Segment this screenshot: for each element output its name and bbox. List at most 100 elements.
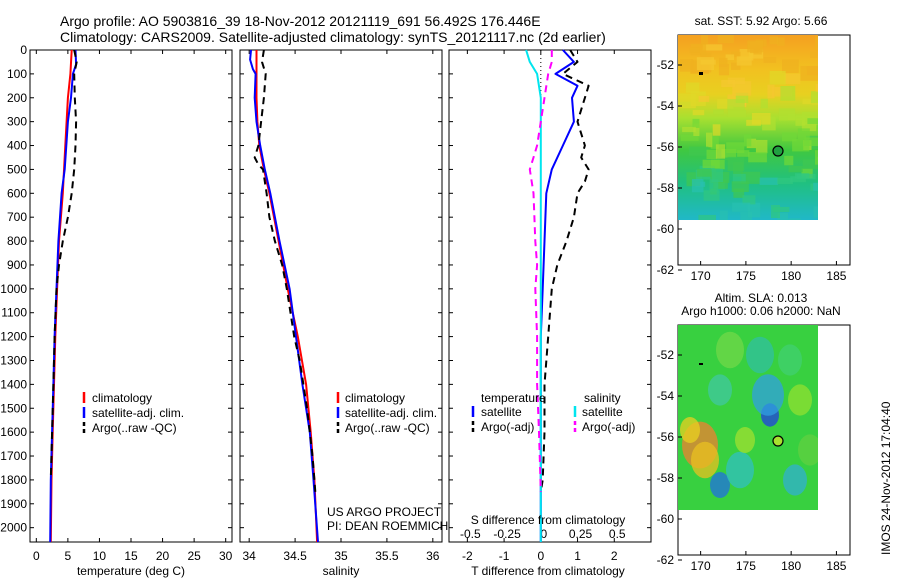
map-y-tick-label: -54 — [657, 389, 675, 403]
sst-cell — [737, 150, 750, 157]
salinity-xlabel: salinity — [323, 564, 360, 578]
sst-cell — [767, 84, 775, 99]
sst-cell — [689, 146, 709, 156]
sst-cell — [702, 44, 723, 51]
series-line — [525, 49, 542, 542]
sst-cell — [806, 66, 818, 76]
sst-cell — [777, 37, 785, 46]
pi-credit: PI: DEAN ROEMMICH — [327, 519, 448, 533]
x-tick-label: -2 — [462, 549, 473, 563]
map-x-tick-label: 180 — [781, 269, 801, 283]
sst-cell — [777, 177, 793, 185]
map-y-tick-label: -60 — [657, 512, 675, 526]
x-tick-label: 35 — [334, 549, 348, 563]
depth-tick-label: 1900 — [0, 497, 27, 511]
top-tick-label: 0.25 — [569, 527, 593, 541]
sst-cell — [696, 168, 717, 177]
depth-tick-label: 1000 — [0, 282, 27, 296]
sst-cell — [713, 109, 724, 115]
depth-tick-label: 100 — [7, 67, 27, 81]
x-tick-label: 30 — [219, 549, 233, 563]
depth-tick-label: 700 — [7, 210, 27, 224]
sst-cell — [782, 59, 799, 73]
x-tick-label: 2 — [611, 549, 618, 563]
temperature-panel-frame — [29, 49, 233, 543]
depth-tick-label: 800 — [7, 234, 27, 248]
depth-tick-label: 1100 — [1, 306, 27, 320]
depth-tick-label: 1400 — [0, 377, 27, 391]
sst-cell — [778, 108, 796, 121]
x-tick-label: 25 — [187, 549, 201, 563]
legend-argo: Argo(..raw -QC) — [345, 421, 430, 435]
map-y-tick-label: -58 — [657, 471, 675, 485]
difference-legend: temperature salinity satellite Argo(-adj… — [471, 391, 635, 434]
sla-blob — [783, 464, 807, 496]
map-x-tick-label: 170 — [691, 559, 711, 573]
legend-climatology: climatology — [345, 391, 405, 405]
sst-cell — [689, 47, 700, 53]
sst-cell — [760, 98, 768, 109]
sst-cell — [769, 70, 786, 85]
sst-cell — [784, 73, 801, 85]
depth-axis: 0 100 200 300 400 500 600 700 800 900 1000 1100 1200… — [0, 43, 27, 535]
sla-blob — [746, 336, 774, 374]
salinity-plot: 34 34.5 35 35.5 36 — [240, 49, 442, 563]
sst-cell — [733, 188, 745, 198]
depth-tick-label: 500 — [7, 162, 27, 176]
sst-cell — [682, 126, 696, 133]
legend-satellite: satellite-adj. clim. — [345, 406, 437, 420]
depth-tick-label: 1500 — [0, 401, 27, 415]
project-credit: US ARGO PROJECT — [327, 505, 442, 519]
sst-cell — [711, 168, 724, 183]
map-x-tick-label: 175 — [736, 269, 756, 283]
sst-cell — [740, 211, 753, 220]
sla-blob — [752, 374, 784, 416]
map-y-tick-label: -54 — [657, 99, 675, 113]
top-tick-label: -0.5 — [460, 527, 481, 541]
sst-cell — [810, 51, 818, 58]
sst-cell — [692, 109, 705, 116]
header-line-1: Argo profile: AO 5903816_39 18-Nov-2012 … — [60, 13, 541, 29]
sst-cell — [735, 92, 749, 103]
sla-blob — [710, 472, 730, 498]
salinity-legend: climatology satellite-adj. clim. Argo(..… — [336, 391, 437, 435]
sst-cell — [701, 35, 709, 45]
sst-cell — [732, 81, 752, 96]
sst-map-title: sat. SST: 5.92 Argo: 5.66 — [695, 14, 828, 28]
sla-map: Altim. SLA: 0.013 Argo h1000: 0.06 h2000… — [657, 291, 851, 573]
sst-cell — [712, 124, 721, 136]
map-x-tick-label: 175 — [736, 559, 756, 573]
x-tick-label: 1 — [574, 549, 581, 563]
sst-cell — [731, 181, 749, 192]
depth-tick-label: 900 — [7, 258, 27, 272]
sst-cell — [797, 128, 810, 140]
sla-blob — [798, 434, 818, 466]
map-y-tick-label: -60 — [657, 222, 675, 236]
sst-cell — [742, 195, 756, 205]
sst-cell — [815, 84, 818, 92]
sst-cell — [698, 95, 710, 102]
sst-cell — [721, 79, 736, 88]
sst-cell — [706, 149, 717, 159]
sst-cell — [709, 179, 719, 192]
sst-cell — [769, 36, 779, 45]
sst-cell — [710, 136, 719, 149]
difference-plot: -2 -1 0 1 2 -0.5 -0.25 0 0.25 0.5 — [449, 49, 651, 563]
x-tick-label: 20 — [156, 549, 170, 563]
map-x-tick-label: 185 — [826, 269, 846, 283]
sst-cell — [790, 176, 806, 183]
map-y-tick-label: -56 — [657, 430, 675, 444]
depth-tick-label: 0 — [20, 43, 27, 57]
series-line — [49, 49, 78, 543]
map-y-tick-label: -52 — [657, 348, 675, 362]
sst-cell — [727, 77, 745, 84]
sst-cell — [727, 99, 745, 111]
sst-cell — [685, 82, 700, 93]
series-line — [539, 49, 579, 542]
sst-cell — [718, 63, 730, 76]
sst-argo-marker — [772, 145, 784, 157]
sst-cell — [780, 86, 796, 101]
sla-blob — [691, 441, 719, 479]
sst-cell — [702, 159, 720, 169]
